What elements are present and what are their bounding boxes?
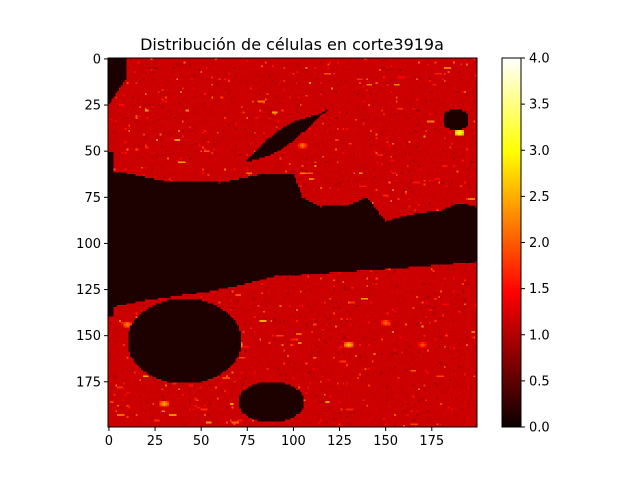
x-tick-label: 25 — [147, 434, 164, 449]
colorbar-tick-label: 2.0 — [529, 236, 550, 251]
y-tick-label: 100 — [76, 237, 101, 252]
colorbar-gradient — [501, 57, 522, 428]
colorbar-tick-label: 3.5 — [529, 98, 550, 113]
x-axis: 0 25 50 75 100 125 150 175 — [105, 427, 444, 449]
heatmap-image — [108, 58, 477, 427]
colorbar-tick-label: 0.5 — [529, 374, 550, 389]
x-tick-label: 175 — [419, 434, 444, 449]
y-axis: 0 25 50 75 100 125 150 175 — [76, 52, 108, 390]
colorbar-tick-label: 2.5 — [529, 190, 550, 205]
chart-title: Distribución de células en corte3919a — [140, 35, 444, 54]
x-tick-label: 150 — [373, 434, 398, 449]
x-tick-label: 50 — [193, 434, 210, 449]
colorbar-tick-label: 1.0 — [529, 328, 550, 343]
colorbar-tick-label: 4.0 — [529, 52, 550, 67]
colorbar-tick-label: 3.0 — [529, 144, 550, 159]
y-tick-label: 0 — [93, 52, 101, 67]
heatmap-plot-area — [107, 57, 478, 428]
x-tick-label: 125 — [327, 434, 352, 449]
colorbar-tick-label: 1.5 — [529, 282, 550, 297]
x-tick-label: 75 — [239, 434, 256, 449]
x-tick-label: 0 — [105, 434, 113, 449]
plot-frame — [107, 57, 478, 428]
y-tick-label: 50 — [84, 145, 101, 160]
y-tick-label: 125 — [76, 283, 101, 298]
y-tick-label: 150 — [76, 329, 101, 344]
colorbar: 0.0 0.5 1.0 1.5 2.0 2.5 3.0 3.5 4.0 — [501, 52, 550, 436]
y-tick-label: 175 — [76, 375, 101, 390]
x-tick-label: 100 — [281, 434, 306, 449]
colorbar-tick-label: 0.0 — [529, 421, 550, 436]
y-tick-label: 25 — [84, 99, 101, 114]
colorbar-ticks: 0.0 0.5 1.0 1.5 2.0 2.5 3.0 3.5 4.0 — [521, 52, 550, 436]
y-tick-label: 75 — [84, 191, 101, 206]
